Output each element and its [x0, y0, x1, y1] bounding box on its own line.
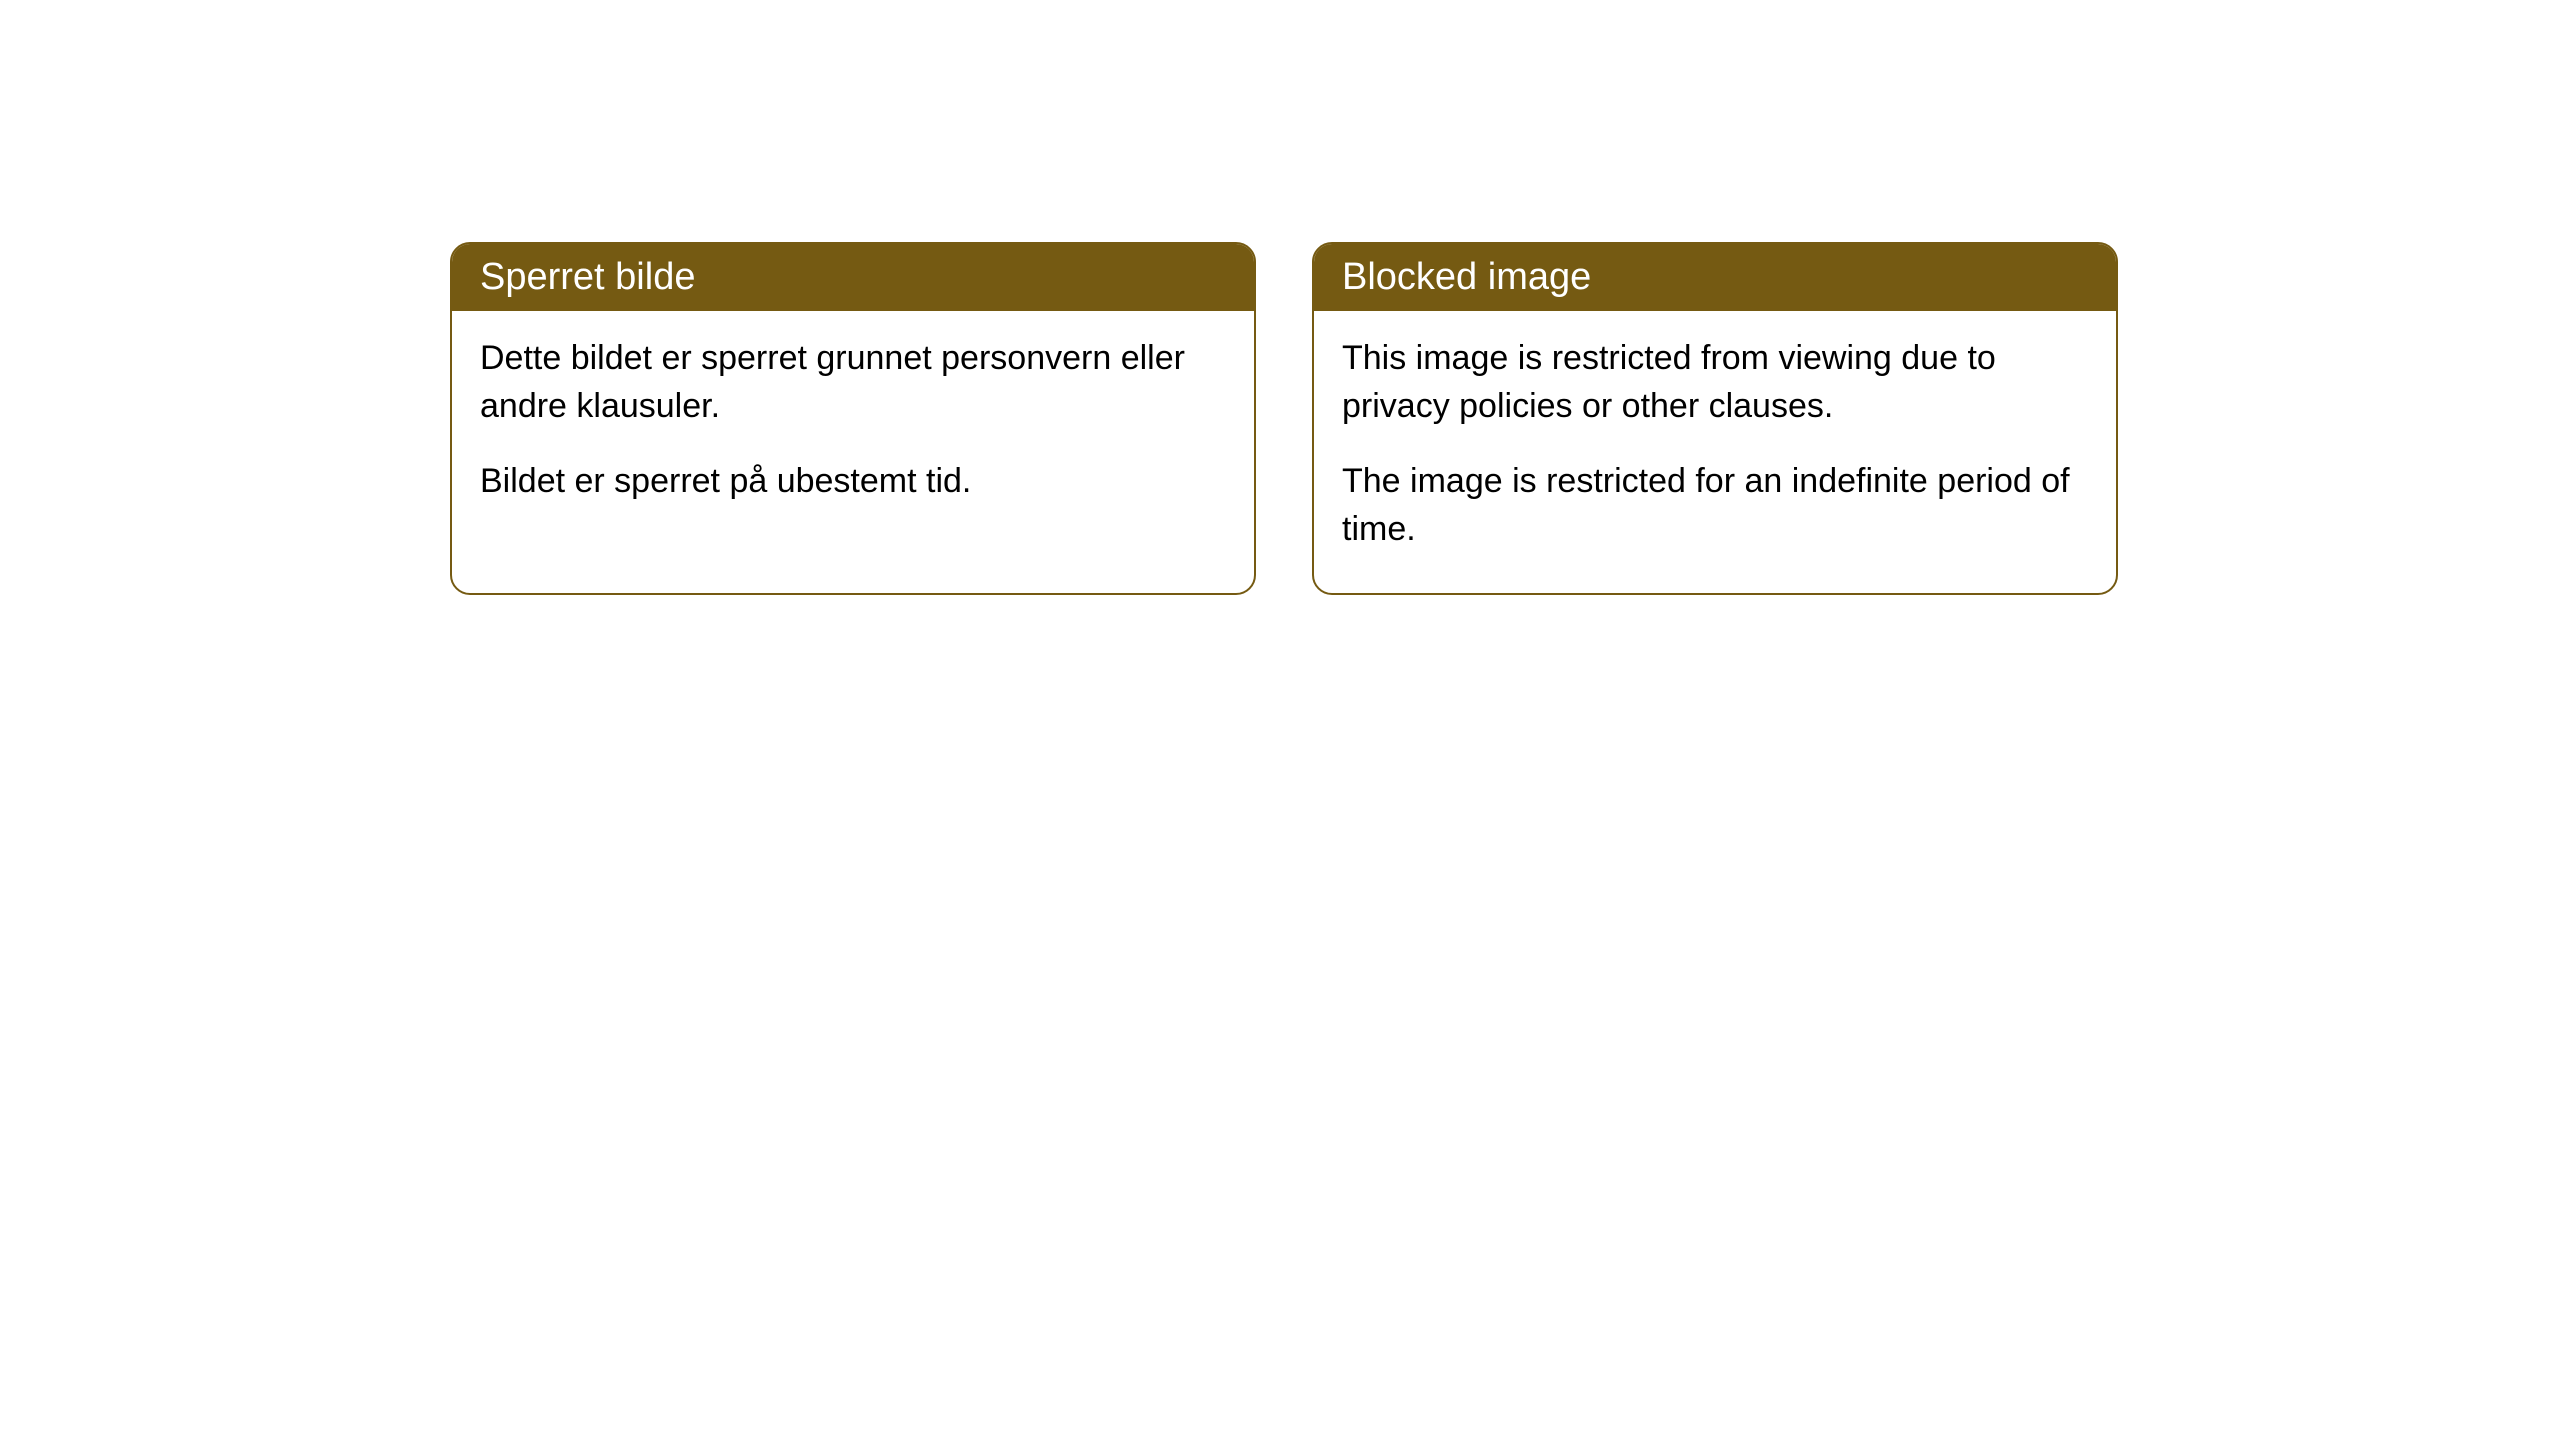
card-body: Dette bildet er sperret grunnet personve… [452, 311, 1254, 546]
notice-card-norwegian: Sperret bilde Dette bildet er sperret gr… [450, 242, 1256, 595]
card-header: Blocked image [1314, 244, 2116, 311]
card-header: Sperret bilde [452, 244, 1254, 311]
notice-cards-container: Sperret bilde Dette bildet er sperret gr… [450, 242, 2118, 595]
card-paragraph: This image is restricted from viewing du… [1342, 335, 2088, 430]
card-body: This image is restricted from viewing du… [1314, 311, 2116, 593]
card-title: Sperret bilde [480, 256, 695, 298]
card-paragraph: Dette bildet er sperret grunnet personve… [480, 335, 1226, 430]
card-paragraph: The image is restricted for an indefinit… [1342, 458, 2088, 553]
card-title: Blocked image [1342, 256, 1591, 298]
notice-card-english: Blocked image This image is restricted f… [1312, 242, 2118, 595]
card-paragraph: Bildet er sperret på ubestemt tid. [480, 458, 1226, 506]
